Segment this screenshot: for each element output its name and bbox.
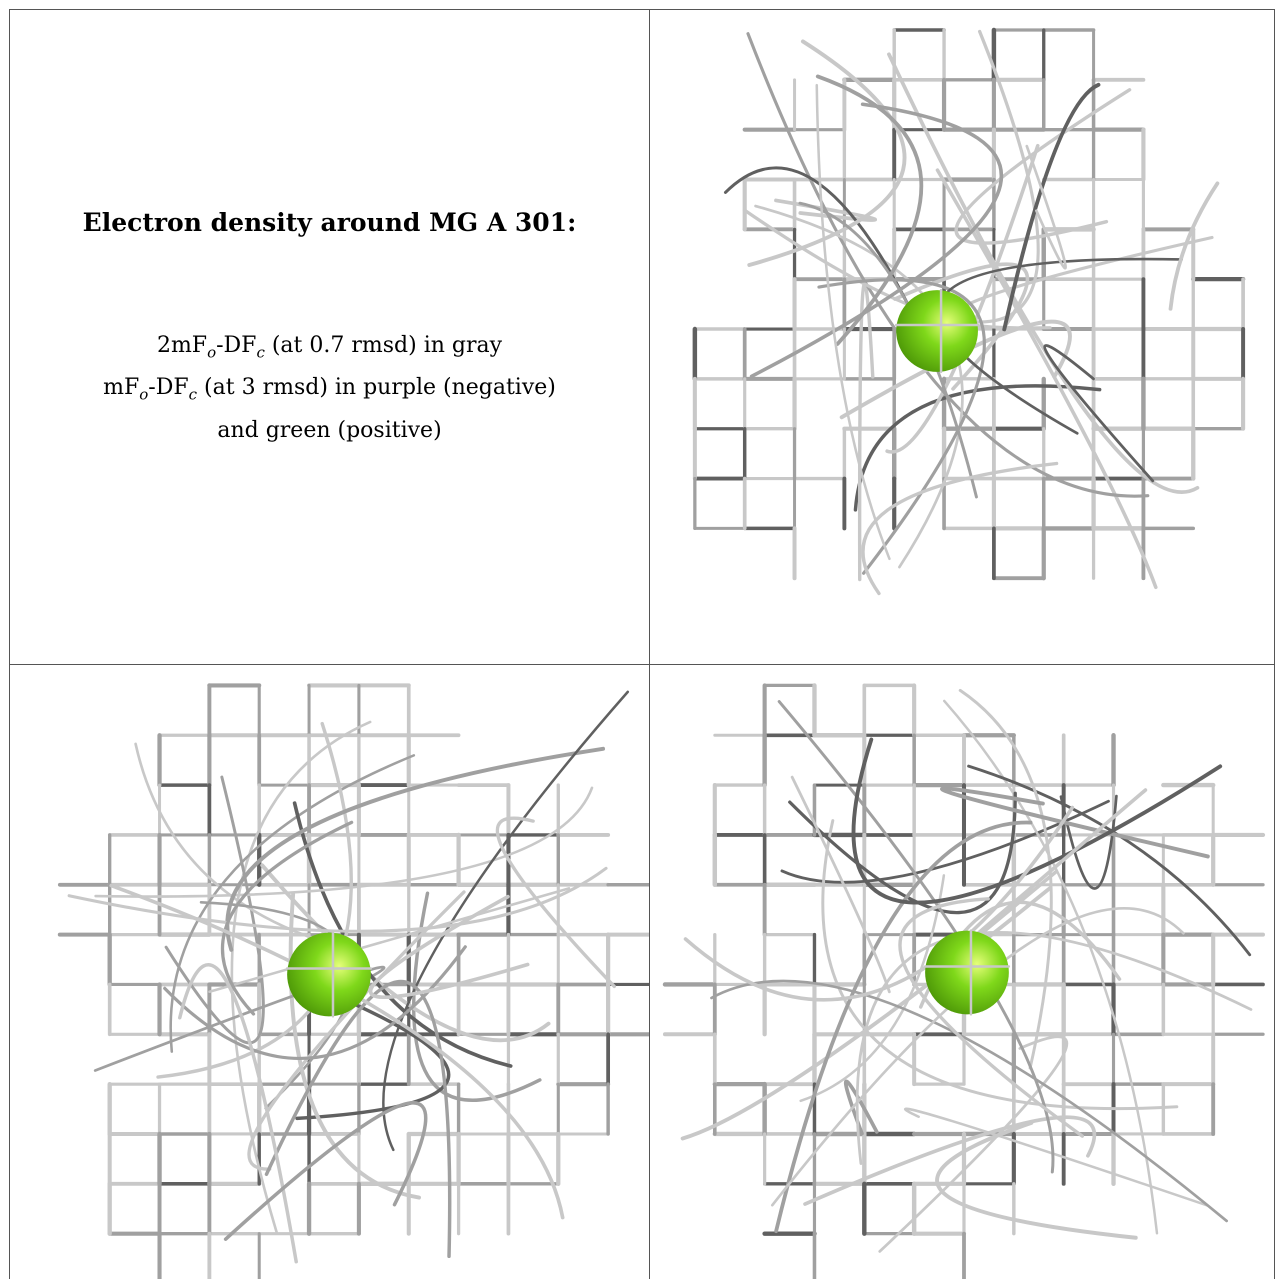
mesh-contour xyxy=(134,742,344,949)
mesh-contour xyxy=(109,883,565,1220)
mesh-contour xyxy=(935,1120,1138,1240)
mesh-contour xyxy=(893,262,1030,391)
mesh-contour xyxy=(839,319,1072,420)
mesh-contour xyxy=(747,39,907,267)
mesh-contour xyxy=(967,764,1252,957)
mesh-contour xyxy=(935,168,1158,590)
mesh-contour xyxy=(742,29,1040,324)
mesh-contour xyxy=(230,720,372,1234)
mg-atom-sphere xyxy=(896,290,978,372)
mesh-contour xyxy=(223,1101,428,1241)
mesh-contour xyxy=(382,690,630,1152)
mesh-contour xyxy=(67,866,608,933)
mesh-contour xyxy=(295,1003,451,1121)
mesh-contour xyxy=(169,754,416,1053)
mesh-contour xyxy=(1002,82,1101,332)
mesh-contour xyxy=(220,820,354,1016)
mesh-contour xyxy=(164,775,265,1045)
density-mesh-view-2 xyxy=(57,683,649,1279)
mesh-contour xyxy=(790,775,891,994)
mesh-contour xyxy=(780,799,1110,884)
mesh-contour xyxy=(799,874,946,1103)
density-view-2 xyxy=(9,664,650,1279)
mg-atom-sphere xyxy=(287,932,371,1017)
mesh-contour xyxy=(1168,181,1220,311)
mesh-contour xyxy=(904,1107,1209,1207)
mesh-contour xyxy=(1059,794,1118,890)
mesh-contour xyxy=(821,819,1179,1111)
mesh-contour xyxy=(774,820,1033,1234)
mesh-contour xyxy=(861,461,1059,596)
mesh-contour xyxy=(940,786,1210,859)
mesh-contour xyxy=(958,688,1053,1070)
mesh-contour xyxy=(94,786,594,898)
density-mesh-view-1 xyxy=(692,27,1246,596)
mesh-contour xyxy=(1025,144,1067,270)
density-mesh-view-3 xyxy=(662,683,1266,1279)
mesh-contour xyxy=(788,791,1017,915)
mesh-contour xyxy=(851,737,1223,905)
mesh-contour xyxy=(710,979,1229,1223)
mesh-contour xyxy=(803,1115,1097,1206)
mesh-contour xyxy=(411,891,542,1102)
density-view-3 xyxy=(649,664,1275,1279)
mesh-contour xyxy=(225,746,606,952)
mesh-contour xyxy=(178,963,298,1264)
legend-panel: Electron density around MG A 301: 2mFo-D… xyxy=(9,9,650,665)
mg-atom-sphere xyxy=(925,930,1009,1015)
mesh-contour xyxy=(163,945,467,1060)
mesh-contour xyxy=(817,278,986,575)
legend-line-2: mFo-DFc (at 3 rmsd) in purple (negative) xyxy=(103,375,556,404)
mesh-contour xyxy=(746,32,1150,498)
mesh-contour xyxy=(844,1079,879,1136)
mesh-contour xyxy=(885,143,1040,454)
mesh-contour xyxy=(683,805,1075,1002)
legend-title: Electron density around MG A 301: xyxy=(82,208,577,237)
mesh-contour xyxy=(878,1035,1069,1253)
mesh-contour xyxy=(264,979,452,1259)
mesh-contour xyxy=(495,816,616,989)
mesh-contour xyxy=(887,52,1200,494)
mesh-contour xyxy=(1043,344,1155,483)
mesh-contour xyxy=(898,897,1085,1138)
mesh-contour xyxy=(770,907,1185,1207)
mesh-contour xyxy=(815,74,924,346)
legend-line-1: 2mFo-DFc (at 0.7 rmsd) in gray xyxy=(156,333,503,362)
mesh-contour xyxy=(815,83,891,561)
density-view-1 xyxy=(649,9,1275,665)
mesh-contour xyxy=(247,890,466,1171)
mesh-contour xyxy=(943,699,1159,1235)
mesh-contour xyxy=(156,721,353,1079)
legend-text: 2mFo-DFc (at 0.7 rmsd) in gray mFo-DFc (… xyxy=(10,328,649,448)
mesh-contour xyxy=(855,931,1253,1165)
mesh-contour xyxy=(368,894,530,1000)
mesh-contour xyxy=(954,88,1132,245)
mesh-contour xyxy=(292,801,513,1068)
mesh-contour xyxy=(208,887,571,994)
legend-line-3: and green (positive) xyxy=(217,417,442,443)
